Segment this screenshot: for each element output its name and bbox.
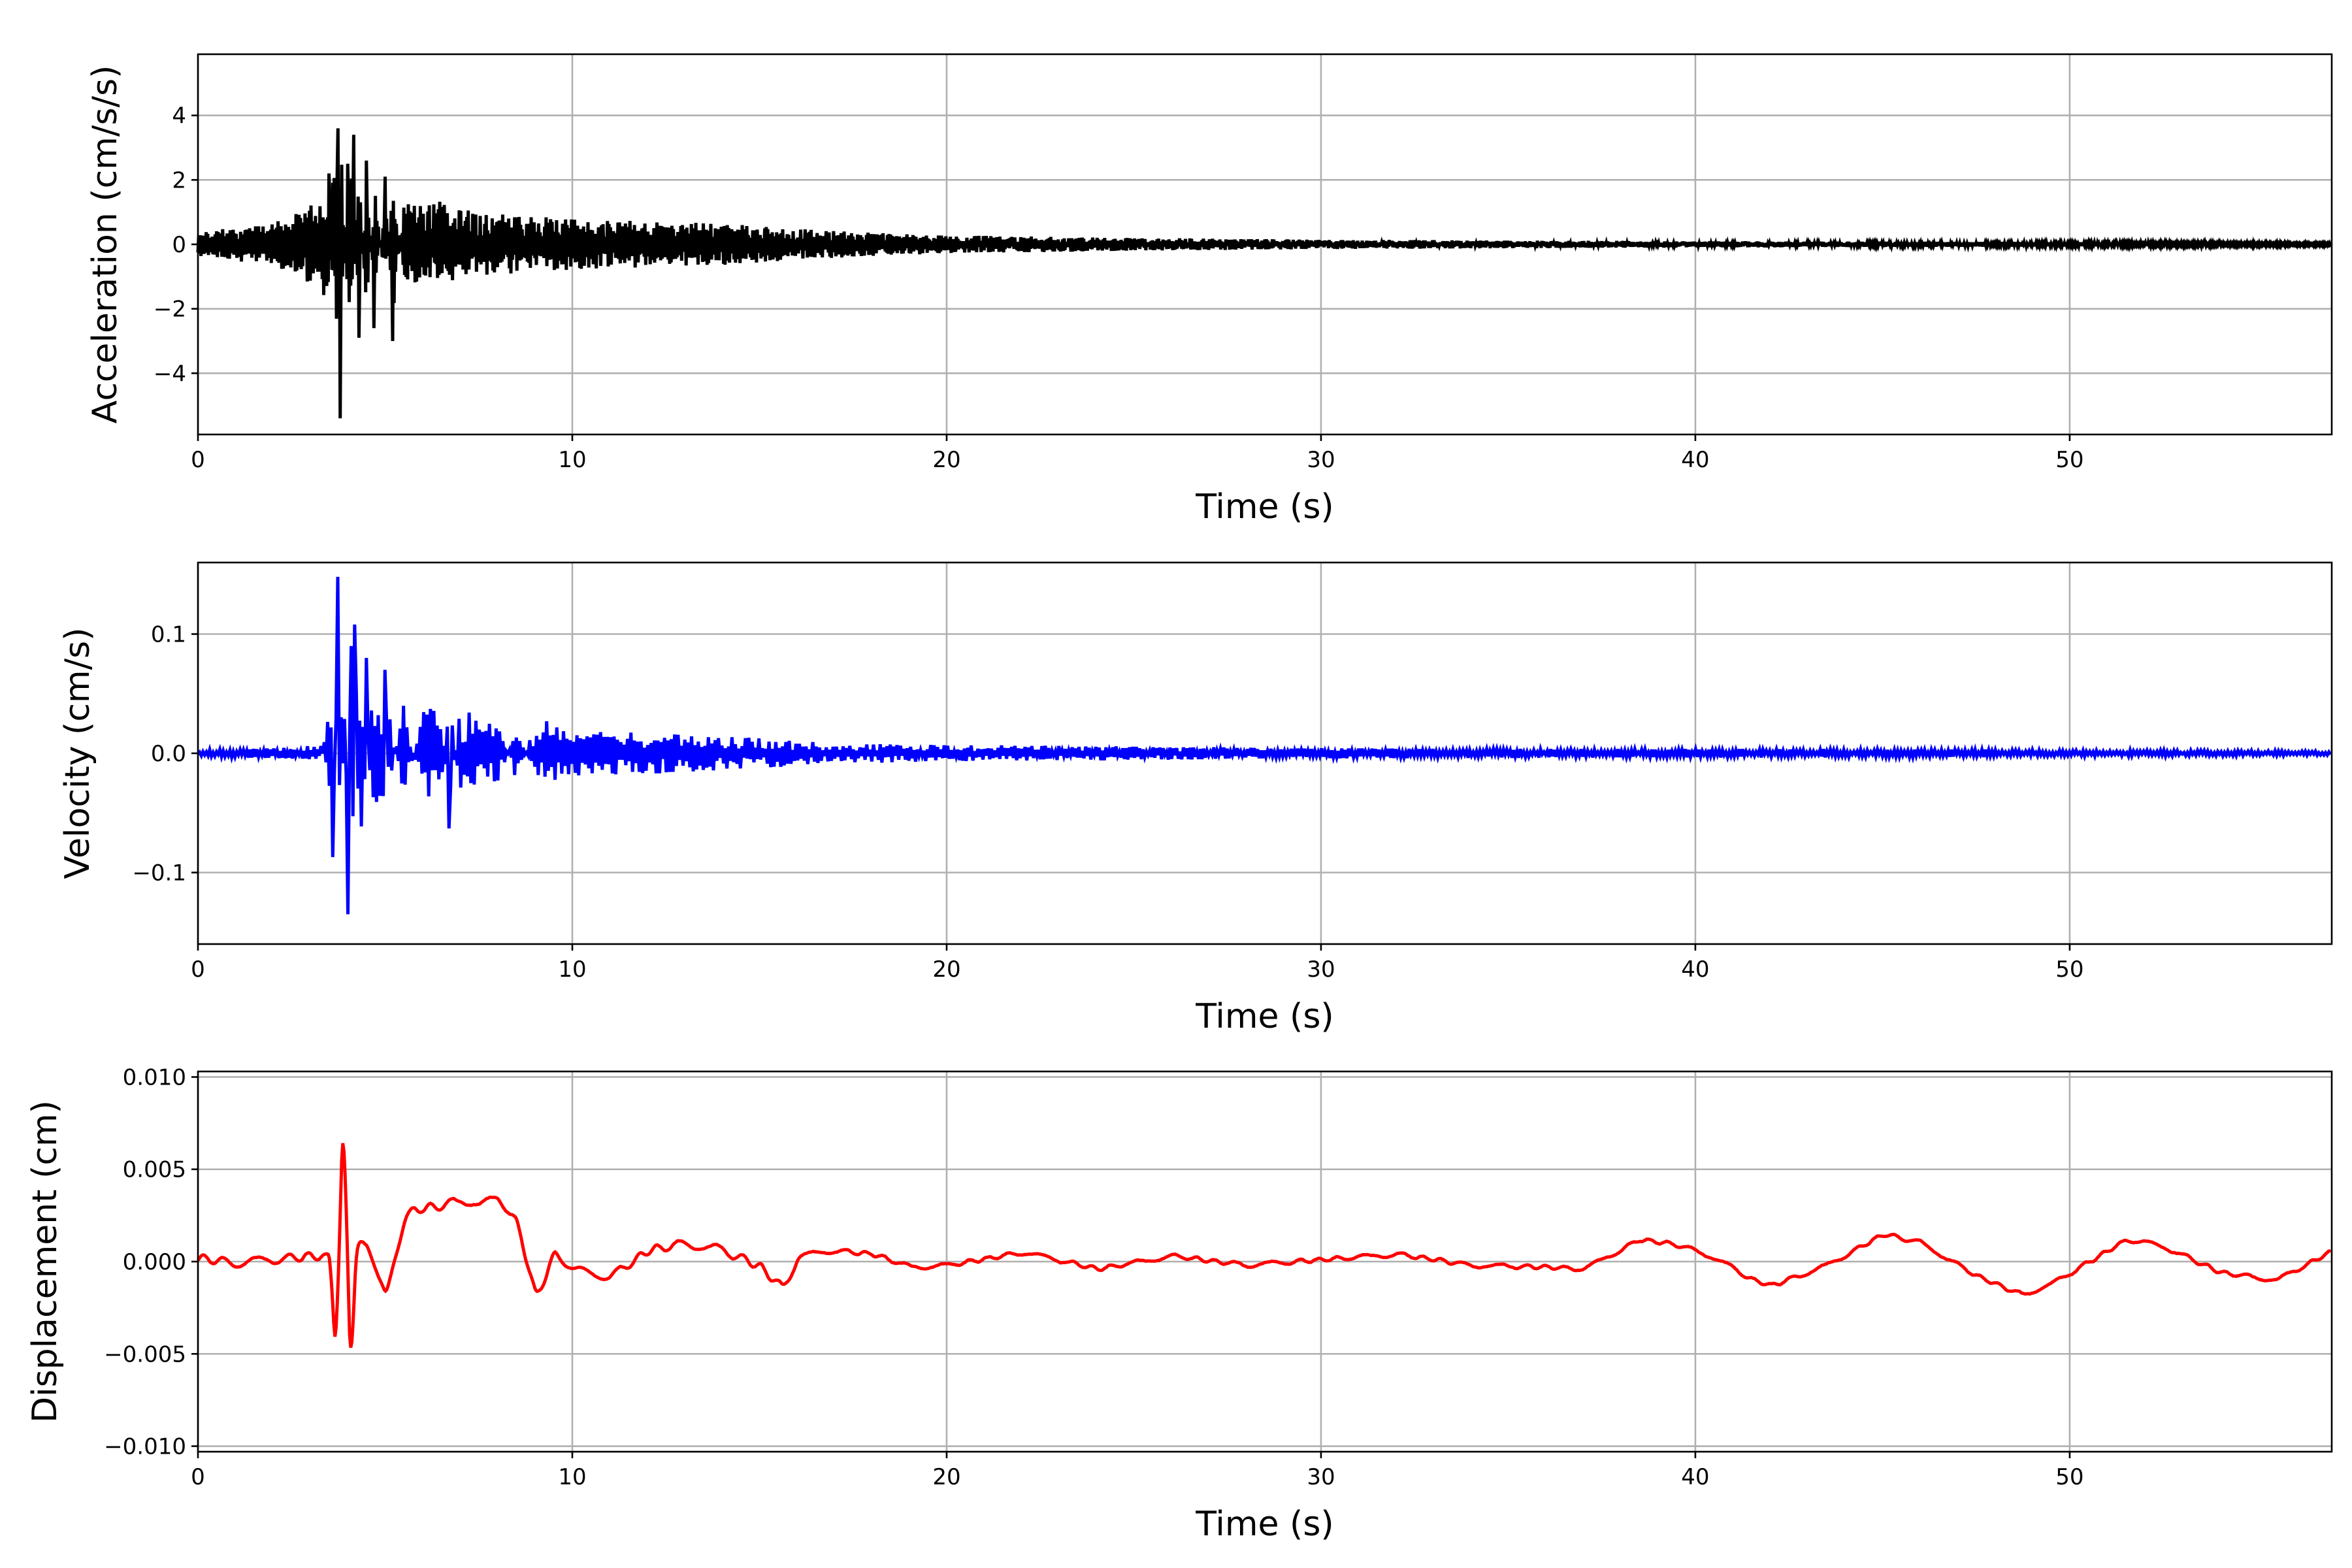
x-tick-label: 0 xyxy=(191,447,205,473)
displacement-trace xyxy=(197,1143,2332,1348)
x-tick-label: 40 xyxy=(1681,956,1709,983)
x-tick-label: 20 xyxy=(932,956,960,983)
y-tick-label: −2 xyxy=(154,297,186,323)
velocity-ticks: 0 10 20 30 40 50 −0.1 0.0 0.1 xyxy=(132,622,2083,983)
y-tick-label: 0.010 xyxy=(123,1064,186,1090)
x-tick-label: 50 xyxy=(2055,1464,2083,1490)
y-tick-label: 0.0 xyxy=(151,741,186,767)
y-tick-label: 4 xyxy=(172,103,186,129)
displacement-panel: 0 10 20 30 40 50 −0.010 −0.005 0.000 0.005 0.010 T… xyxy=(25,1064,2333,1544)
displacement-ticks: 0 10 20 30 40 50 −0.010 −0.005 0.000 0.005 0.010 xyxy=(104,1064,2083,1490)
displacement-y-axis-title: Displacement (cm) xyxy=(25,1100,65,1423)
acceleration-trace xyxy=(196,128,2332,419)
velocity-x-axis-title: Time (s) xyxy=(1195,997,1333,1036)
x-tick-label: 10 xyxy=(558,1464,586,1490)
x-tick-label: 20 xyxy=(932,447,960,473)
velocity-panel: 0 10 20 30 40 50 −0.1 0.0 0.1 Time (s) Velocity … xyxy=(58,561,2333,1036)
x-tick-label: 10 xyxy=(558,447,586,473)
acceleration-y-axis-title: Acceleration (cm/s/s) xyxy=(86,65,125,424)
x-tick-label: 20 xyxy=(932,1464,960,1490)
y-tick-label: 0.005 xyxy=(123,1157,186,1183)
acceleration-x-axis-title: Time (s) xyxy=(1195,487,1333,527)
velocity-y-axis-title: Velocity (cm/s) xyxy=(58,628,97,879)
x-tick-label: 30 xyxy=(1307,1464,1335,1490)
y-tick-label: 0 xyxy=(172,232,186,258)
x-tick-label: 0 xyxy=(191,956,205,983)
y-tick-label: −0.1 xyxy=(132,860,186,887)
x-tick-label: 50 xyxy=(2055,956,2083,983)
x-tick-label: 40 xyxy=(1681,1464,1709,1490)
x-tick-label: 40 xyxy=(1681,447,1709,473)
x-tick-label: 0 xyxy=(191,1464,205,1490)
acceleration-ticks: 0 10 20 30 40 50 −4 −2 0 2 4 xyxy=(154,103,2084,473)
x-tick-label: 50 xyxy=(2055,447,2083,473)
y-tick-label: −0.005 xyxy=(104,1341,186,1367)
displacement-x-axis-title: Time (s) xyxy=(1195,1505,1333,1544)
y-tick-label: 0.000 xyxy=(123,1249,186,1275)
x-tick-label: 10 xyxy=(558,956,586,983)
y-tick-label: −4 xyxy=(154,361,186,387)
x-tick-label: 30 xyxy=(1307,956,1335,983)
y-tick-label: 0.1 xyxy=(151,622,186,648)
y-tick-label: 2 xyxy=(172,167,186,193)
x-tick-label: 30 xyxy=(1307,447,1335,473)
velocity-trace xyxy=(197,576,2332,915)
y-tick-label: −0.010 xyxy=(104,1434,186,1460)
acceleration-panel: 0 10 20 30 40 50 −4 −2 0 2 4 Time (s) Acceleration… xyxy=(86,53,2333,527)
